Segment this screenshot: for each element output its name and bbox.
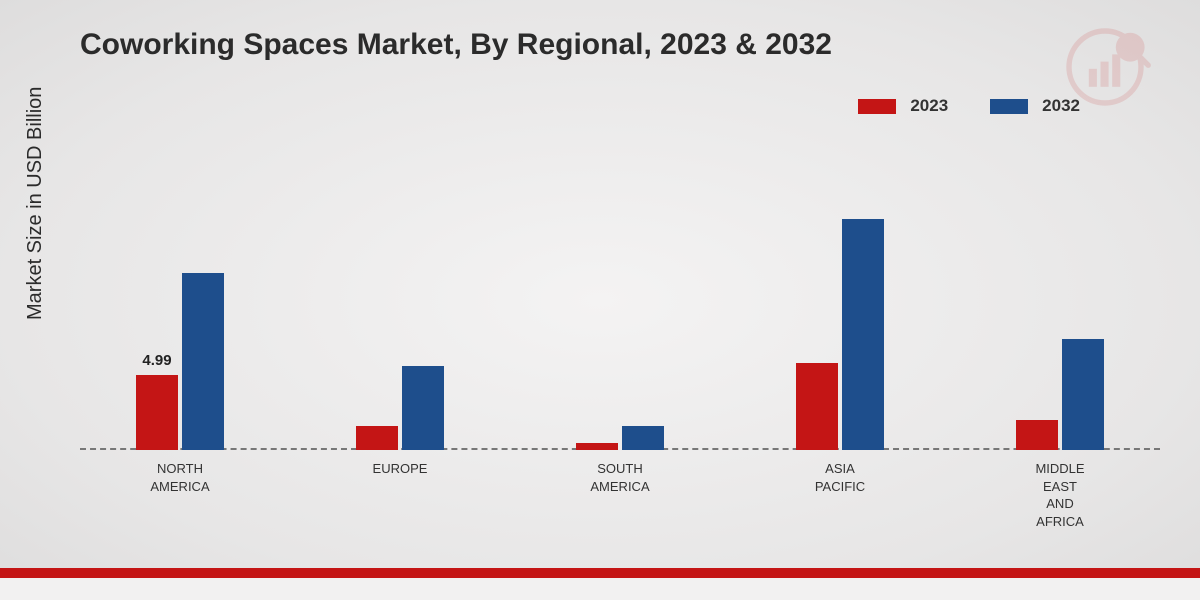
legend-swatch-2023 bbox=[858, 99, 896, 114]
x-axis-category-label: SOUTHAMERICA bbox=[590, 460, 649, 495]
bar-group bbox=[136, 273, 224, 450]
bar-group bbox=[796, 219, 884, 450]
legend-label-2023: 2023 bbox=[910, 96, 948, 116]
x-axis-labels: NORTHAMERICA EUROPE SOUTHAMERICA ASIAPACIFI… bbox=[80, 454, 1160, 544]
bar bbox=[1062, 339, 1104, 450]
bar bbox=[356, 426, 398, 450]
bar-group bbox=[1016, 339, 1104, 450]
bar bbox=[576, 443, 618, 451]
chart-title: Coworking Spaces Market, By Regional, 20… bbox=[80, 28, 832, 62]
bar-group bbox=[356, 366, 444, 450]
x-axis-category-label: NORTHAMERICA bbox=[150, 460, 209, 495]
bar bbox=[796, 363, 838, 450]
bar bbox=[842, 219, 884, 450]
bar bbox=[1016, 420, 1058, 450]
bar bbox=[622, 426, 664, 450]
bar-group bbox=[576, 426, 664, 450]
y-axis-label: Market Size in USD Billion bbox=[24, 87, 47, 320]
plot-area: 4.99 bbox=[80, 150, 1160, 450]
legend-item-2023: 2023 bbox=[858, 96, 948, 116]
x-axis-category-label: EUROPE bbox=[373, 460, 428, 478]
legend-label-2032: 2032 bbox=[1042, 96, 1080, 116]
legend-item-2032: 2032 bbox=[990, 96, 1080, 116]
chart-container: Coworking Spaces Market, By Regional, 20… bbox=[0, 0, 1200, 600]
x-axis-category-label: ASIAPACIFIC bbox=[815, 460, 865, 495]
footer-accent-bar bbox=[0, 568, 1200, 578]
legend: 2023 2032 bbox=[858, 96, 1080, 116]
bar bbox=[402, 366, 444, 450]
footer-strip bbox=[0, 578, 1200, 600]
legend-swatch-2032 bbox=[990, 99, 1028, 114]
bar bbox=[136, 375, 178, 450]
x-axis-category-label: MIDDLEEASTANDAFRICA bbox=[1035, 460, 1084, 530]
bar bbox=[182, 273, 224, 450]
